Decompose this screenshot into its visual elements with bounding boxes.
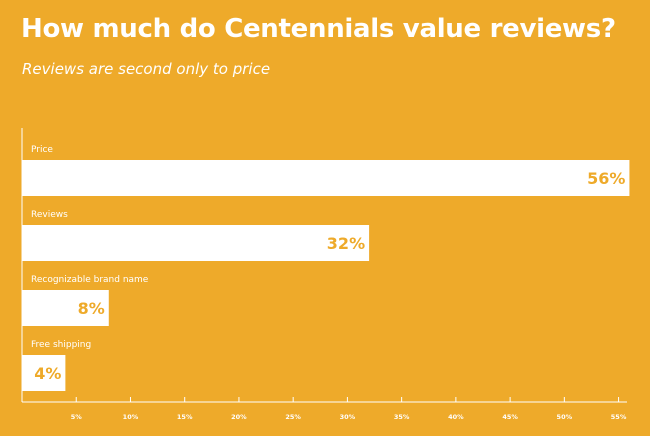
x-tick-label: 10% [123, 413, 139, 421]
category-label: Free shipping [31, 340, 91, 350]
bar [22, 160, 630, 196]
x-tick-label: 20% [231, 413, 247, 421]
x-tick-label: 45% [502, 413, 518, 421]
x-tick-label: 40% [448, 413, 464, 421]
bar-value-label: 32% [327, 234, 365, 253]
bar-value-label: 8% [78, 299, 105, 318]
x-tick-label: 5% [71, 413, 83, 421]
bar [22, 355, 66, 391]
bar [22, 290, 109, 326]
category-label: Recognizable brand name [31, 275, 149, 285]
category-label: Price [31, 145, 53, 155]
x-tick-label: 15% [177, 413, 193, 421]
chart-subtitle: Reviews are second only to price [22, 60, 271, 78]
bar-value-label: 56% [587, 169, 625, 188]
category-label: Reviews [31, 210, 68, 220]
x-tick-label: 55% [611, 413, 627, 421]
x-tick-label: 25% [285, 413, 301, 421]
x-tick-label: 35% [394, 413, 410, 421]
x-tick-label: 30% [340, 413, 356, 421]
bar [22, 225, 370, 261]
x-tick-label: 50% [557, 413, 573, 421]
bar-value-label: 4% [34, 364, 61, 383]
chart-title: How much do Centennials value reviews? [21, 14, 616, 44]
